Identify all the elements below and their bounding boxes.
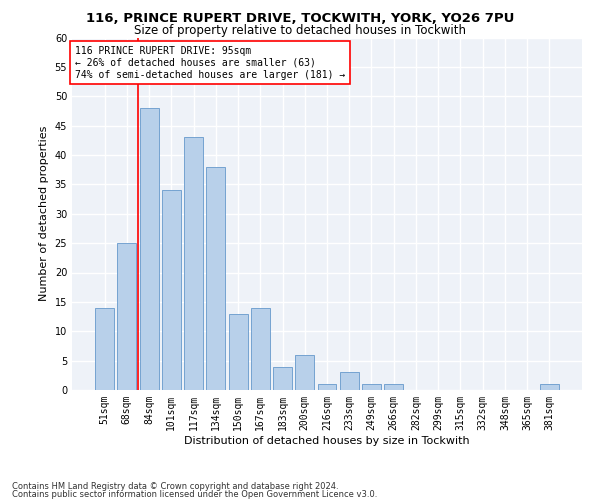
Bar [162, 190, 181, 390]
Bar [206, 167, 225, 390]
Bar [273, 366, 292, 390]
Bar [295, 355, 314, 390]
X-axis label: Distribution of detached houses by size in Tockwith: Distribution of detached houses by size … [184, 436, 470, 446]
Bar [229, 314, 248, 390]
Bar [540, 384, 559, 390]
Bar [251, 308, 270, 390]
Y-axis label: Number of detached properties: Number of detached properties [39, 126, 49, 302]
Bar [317, 384, 337, 390]
Text: Contains public sector information licensed under the Open Government Licence v3: Contains public sector information licen… [12, 490, 377, 499]
Text: 116, PRINCE RUPERT DRIVE, TOCKWITH, YORK, YO26 7PU: 116, PRINCE RUPERT DRIVE, TOCKWITH, YORK… [86, 12, 514, 26]
Bar [95, 308, 114, 390]
Bar [362, 384, 381, 390]
Text: 116 PRINCE RUPERT DRIVE: 95sqm
← 26% of detached houses are smaller (63)
74% of : 116 PRINCE RUPERT DRIVE: 95sqm ← 26% of … [74, 46, 345, 80]
Bar [140, 108, 158, 390]
Text: Contains HM Land Registry data © Crown copyright and database right 2024.: Contains HM Land Registry data © Crown c… [12, 482, 338, 491]
Text: Size of property relative to detached houses in Tockwith: Size of property relative to detached ho… [134, 24, 466, 37]
Bar [118, 243, 136, 390]
Bar [340, 372, 359, 390]
Bar [384, 384, 403, 390]
Bar [184, 138, 203, 390]
